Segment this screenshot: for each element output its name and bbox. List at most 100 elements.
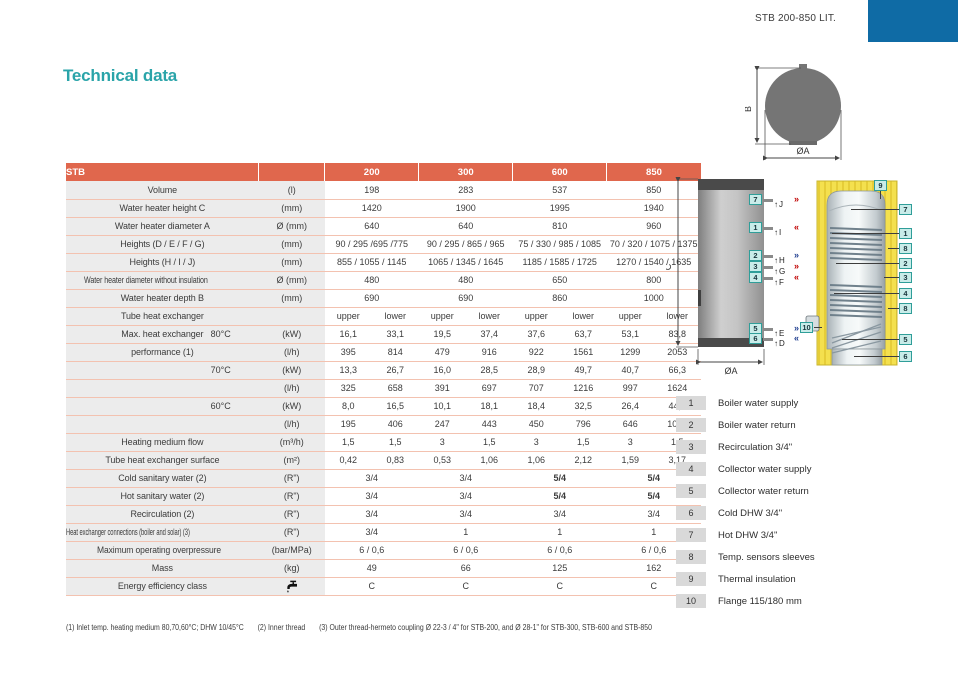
table-header-row: STB 200 300 600 850 xyxy=(66,163,701,181)
cell-value: 537 xyxy=(512,181,607,200)
section-number-box: 9 xyxy=(874,180,887,191)
tank-top-view-drawing: B ØA xyxy=(743,64,842,161)
section-number-box: 5 xyxy=(899,334,912,345)
row-unit: (l/h) xyxy=(258,343,325,362)
port-stub xyxy=(763,255,773,258)
table-row: performance (1) (l/h) 395 814 479 916 922 1561 1… xyxy=(66,343,701,362)
cell-value: 1,06 xyxy=(512,451,560,470)
row-sublabel: 70°C xyxy=(210,365,231,375)
section-number-box: 1 xyxy=(899,228,912,239)
legend-number: 8 xyxy=(676,550,706,564)
cell-value: 37,4 xyxy=(465,325,513,344)
legend-item: 10 Flange 115/180 mm xyxy=(676,594,815,608)
row-unit: (bar/MPa) xyxy=(258,541,325,560)
cell-value: 37,6 xyxy=(512,325,560,344)
cell-value: C xyxy=(418,577,513,596)
row-unit: (m³/h) xyxy=(258,433,325,452)
port-number-box: 4 xyxy=(749,272,762,283)
tank-top-flange xyxy=(789,141,817,145)
cell-value: 855 / 1055 / 1145 xyxy=(324,253,419,272)
section-number-box: 2 xyxy=(899,258,912,269)
footnote-item: (1) Inlet temp. heating medium 80,70,60°… xyxy=(66,623,244,632)
tank-skirt xyxy=(831,348,883,366)
row-unit: (R") xyxy=(258,469,325,488)
row-unit: (R") xyxy=(258,487,325,506)
cell-value: 1,5 xyxy=(465,433,513,452)
cell-value: 18,4 xyxy=(512,397,560,416)
cell-value: 479 xyxy=(418,343,466,362)
dimension-letter-text: J xyxy=(779,200,783,209)
cell-value: 75 / 330 / 985 / 1085 xyxy=(512,235,607,254)
cell-value: upper xyxy=(324,307,372,326)
cell-value: 0,42 xyxy=(324,451,372,470)
upper-coil xyxy=(829,227,883,261)
port-number-box: 6 xyxy=(749,333,762,344)
table-row: Max. heat exchanger 80°C (kW) 16,1 33,1 19,5 3… xyxy=(66,325,701,344)
cell-value: 1,59 xyxy=(606,451,654,470)
cell-value: 0,83 xyxy=(371,451,419,470)
footnote-item: (2) Inner thread xyxy=(257,623,306,632)
cell-value: 10,1 xyxy=(418,397,466,416)
cell-value: 49 xyxy=(324,559,419,578)
legend-number: 4 xyxy=(676,462,706,476)
row-label: Heat exchanger connections (boiler and s… xyxy=(66,523,259,542)
cell-value: 3/4 xyxy=(324,487,419,506)
tank-cross-section-drawing xyxy=(805,180,898,366)
up-arrow-icon: ↑ xyxy=(774,329,778,338)
legend-label: Boiler water supply xyxy=(718,397,799,409)
cell-value: 26,7 xyxy=(371,361,419,380)
cell-value: 1420 xyxy=(324,199,419,218)
row-unit: (m²) xyxy=(258,451,325,470)
label-leader-line xyxy=(832,233,899,234)
cell-value: 6 / 0,6 xyxy=(512,541,607,560)
cell-value: 1299 xyxy=(606,343,654,362)
row-label-text: Volume xyxy=(147,184,178,195)
cell-value: 3 xyxy=(512,433,560,452)
cell-value: 19,5 xyxy=(418,325,466,344)
legend-label: Recirculation 3/4" xyxy=(718,441,793,453)
legend-item: 6 Cold DHW 3/4" xyxy=(676,506,815,520)
flow-direction-icon: » xyxy=(794,194,800,204)
flow-direction-icon: « xyxy=(794,272,800,282)
port-dimension-letter: ↑G xyxy=(774,267,785,276)
table-row: Hot sanitary water (2) (R") 3/4 3/4 5/4 5/4 xyxy=(66,487,701,506)
port-stub xyxy=(763,328,773,331)
cell-value: 40,7 xyxy=(606,361,654,380)
cell-value: 16,1 xyxy=(324,325,372,344)
legend-number: 5 xyxy=(676,484,706,498)
port-dimension-letter: ↑F xyxy=(774,278,784,287)
cell-value: 3/4 xyxy=(418,469,513,488)
row-unit: (mm) xyxy=(258,289,325,308)
legend-label: Flange 115/180 mm xyxy=(718,595,802,607)
row-label: Max. heat exchanger 80°C xyxy=(66,325,259,344)
tank-weld-mark xyxy=(698,290,701,306)
table-row: (l/h)1954062474434507966461090 xyxy=(66,415,701,434)
cell-value: 283 xyxy=(418,181,513,200)
legend-label: Cold DHW 3/4" xyxy=(718,507,783,519)
table-row: Water heater depth B (mm) 690 690 860 1000 xyxy=(66,289,701,308)
footnote-item: (3) Outer thread-hermeto coupling Ø 22-3… xyxy=(319,623,652,632)
table-row: 60°C(kW)8,016,510,118,118,432,526,444,5 xyxy=(66,397,701,416)
dimension-letter-text: E xyxy=(779,329,785,338)
cell-value: 90 / 295 /695 /775 xyxy=(324,235,419,254)
row-label-text: Water heater depth B xyxy=(120,293,204,303)
label-leader-line xyxy=(854,356,899,357)
table-row: Mass (kg) 49 66 125 162 xyxy=(66,559,701,578)
row-unit: (R") xyxy=(258,505,325,524)
up-arrow-icon: ↑ xyxy=(774,339,778,348)
tank-top-tab xyxy=(799,64,807,70)
section-number-box: 8 xyxy=(899,303,912,314)
row-label-text: Max. heat exchanger xyxy=(121,329,204,339)
dim-label-diameter-A-side: ØA xyxy=(724,366,737,376)
port-stub xyxy=(763,277,773,280)
cell-value: 1900 xyxy=(418,199,513,218)
legend-label: Collector water return xyxy=(718,485,809,497)
row-unit: (mm) xyxy=(258,235,325,254)
row-sublabel: 80°C xyxy=(210,329,231,339)
row-label xyxy=(66,415,259,434)
tank-side-view-diagram: C ØA 7↑J»1↑I«2↑H»3↑G»4↑F«5↑E»6↑D« xyxy=(663,172,816,382)
cell-value: 1216 xyxy=(559,379,607,398)
section-number-box: 6 xyxy=(899,351,912,362)
row-label: Water heater diameter without insulation xyxy=(66,271,259,290)
